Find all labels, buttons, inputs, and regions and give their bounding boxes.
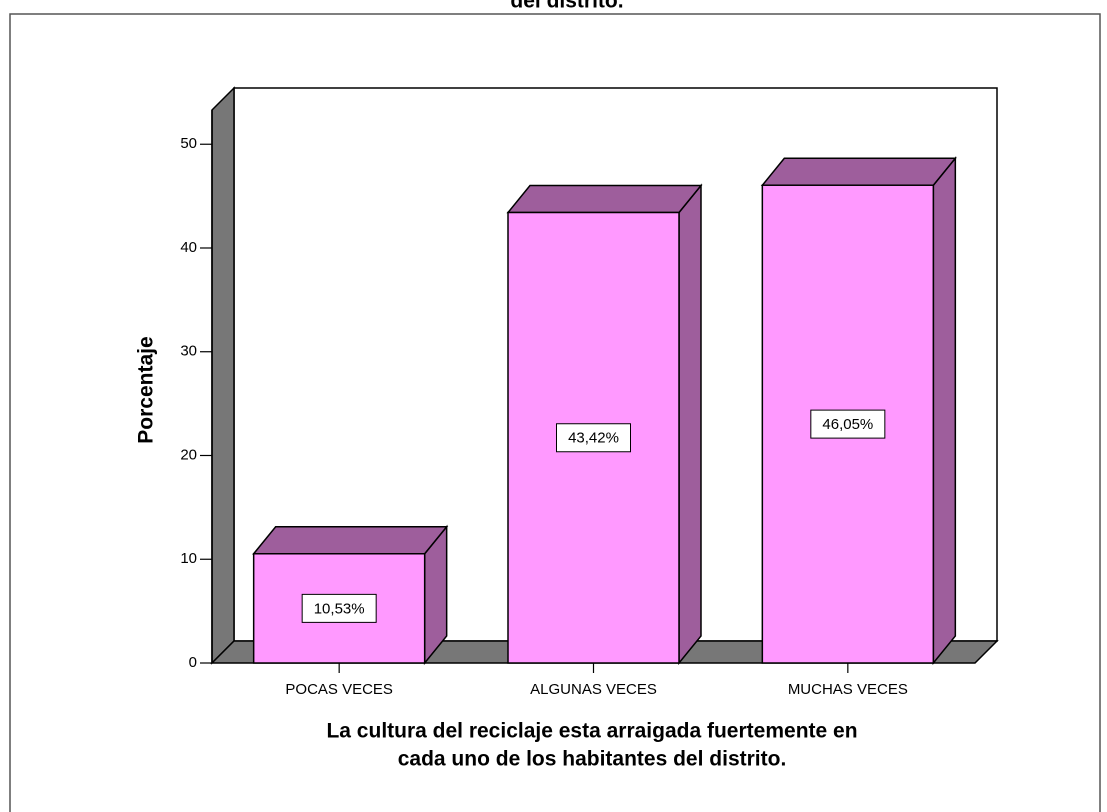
side-wall bbox=[211, 86, 235, 665]
x-tick-label: MUCHAS VECES bbox=[788, 681, 908, 698]
value-label: 10,53% bbox=[314, 600, 365, 617]
y-tick-label: 30 bbox=[180, 343, 197, 360]
x-axis-title: cada uno de los habitantes del distrito. bbox=[398, 748, 787, 771]
bar-side bbox=[678, 183, 702, 666]
value-label: 46,05% bbox=[822, 416, 873, 433]
x-tick-label: POCAS VECES bbox=[285, 681, 393, 698]
value-label-box bbox=[810, 409, 886, 439]
chart-title: del distrito. bbox=[510, 0, 623, 13]
value-label: 43,42% bbox=[568, 430, 619, 447]
bar-top bbox=[760, 157, 957, 186]
y-tick-label: 0 bbox=[189, 654, 197, 671]
bar-top bbox=[252, 525, 449, 555]
x-tick-label: ALGUNAS VECES bbox=[530, 681, 657, 698]
value-label-box bbox=[301, 593, 377, 623]
y-axis-title: Porcentaje bbox=[135, 336, 158, 443]
y-tick-label: 50 bbox=[180, 135, 197, 152]
y-tick-label: 10 bbox=[180, 550, 197, 567]
value-label-box bbox=[556, 423, 631, 453]
bar-side bbox=[932, 156, 957, 666]
y-tick-label: 20 bbox=[180, 446, 197, 463]
x-axis-title: La cultura del reciclaje esta arraigada … bbox=[326, 720, 857, 743]
y-tick-label: 40 bbox=[180, 239, 197, 256]
bar-top bbox=[506, 184, 703, 214]
